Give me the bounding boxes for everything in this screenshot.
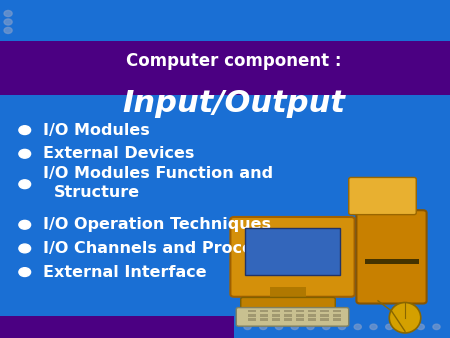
Circle shape (19, 220, 31, 229)
FancyBboxPatch shape (272, 310, 280, 312)
Circle shape (19, 149, 31, 158)
Text: Computer component :: Computer component : (126, 52, 342, 70)
FancyBboxPatch shape (260, 314, 268, 317)
FancyBboxPatch shape (260, 318, 268, 321)
Circle shape (244, 324, 251, 330)
Circle shape (19, 180, 31, 189)
Text: External Devices: External Devices (43, 146, 194, 161)
Circle shape (401, 324, 409, 330)
Circle shape (4, 27, 12, 33)
FancyBboxPatch shape (236, 308, 349, 326)
Text: I/O Operation Techniques: I/O Operation Techniques (43, 217, 271, 232)
FancyBboxPatch shape (364, 259, 418, 264)
Circle shape (275, 324, 283, 330)
Text: I/O Modules Function and: I/O Modules Function and (43, 166, 273, 181)
FancyBboxPatch shape (260, 310, 268, 312)
FancyBboxPatch shape (308, 314, 316, 317)
Circle shape (4, 10, 12, 17)
FancyBboxPatch shape (349, 177, 416, 215)
FancyBboxPatch shape (230, 217, 355, 297)
Circle shape (338, 324, 346, 330)
FancyBboxPatch shape (333, 318, 341, 321)
FancyBboxPatch shape (296, 318, 304, 321)
Circle shape (19, 126, 31, 135)
FancyBboxPatch shape (308, 310, 316, 312)
FancyBboxPatch shape (0, 41, 450, 95)
FancyBboxPatch shape (248, 318, 256, 321)
Text: Input/Output: Input/Output (122, 89, 346, 118)
Circle shape (433, 324, 440, 330)
FancyBboxPatch shape (241, 297, 335, 309)
FancyBboxPatch shape (320, 318, 328, 321)
Circle shape (260, 324, 267, 330)
FancyBboxPatch shape (0, 316, 234, 338)
FancyBboxPatch shape (333, 310, 341, 312)
FancyBboxPatch shape (248, 314, 256, 317)
FancyBboxPatch shape (272, 314, 280, 317)
Ellipse shape (389, 303, 421, 333)
Text: I/O Channels and Processors: I/O Channels and Processors (43, 241, 300, 256)
FancyBboxPatch shape (296, 314, 304, 317)
Circle shape (354, 324, 361, 330)
Circle shape (19, 244, 31, 253)
FancyBboxPatch shape (333, 314, 341, 317)
FancyBboxPatch shape (284, 310, 292, 312)
FancyBboxPatch shape (296, 310, 304, 312)
FancyBboxPatch shape (356, 210, 427, 304)
Circle shape (4, 19, 12, 25)
Circle shape (291, 324, 298, 330)
FancyBboxPatch shape (308, 318, 316, 321)
Circle shape (417, 324, 424, 330)
FancyBboxPatch shape (284, 314, 292, 317)
FancyBboxPatch shape (248, 310, 256, 312)
FancyBboxPatch shape (320, 314, 328, 317)
FancyBboxPatch shape (272, 318, 280, 321)
Text: I/O Modules: I/O Modules (43, 123, 149, 138)
Circle shape (307, 324, 314, 330)
Circle shape (19, 268, 31, 276)
Text: Structure: Structure (54, 185, 140, 200)
FancyBboxPatch shape (245, 228, 340, 275)
Circle shape (370, 324, 377, 330)
FancyBboxPatch shape (320, 310, 328, 312)
FancyBboxPatch shape (284, 318, 292, 321)
Text: External Interface: External Interface (43, 265, 207, 280)
Circle shape (323, 324, 330, 330)
FancyBboxPatch shape (270, 287, 306, 301)
Circle shape (386, 324, 393, 330)
